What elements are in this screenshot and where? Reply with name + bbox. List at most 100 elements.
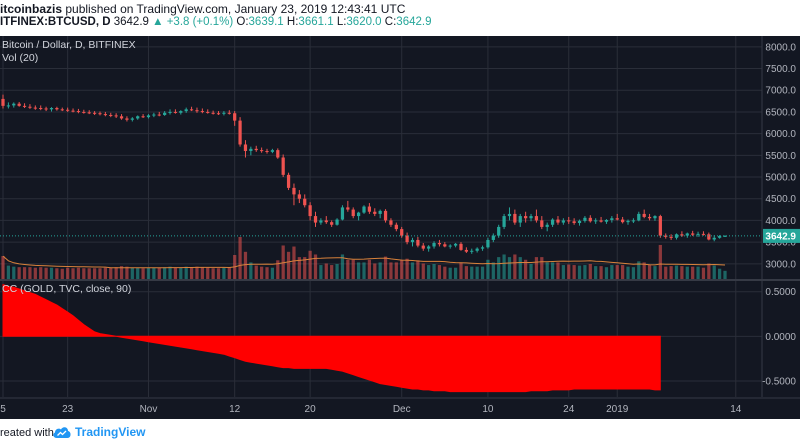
candle-body [394, 224, 398, 230]
volume-bar [400, 259, 404, 279]
volume-bar [550, 262, 555, 279]
volume-bar [394, 262, 398, 279]
candle-body [583, 217, 587, 221]
candle-body [17, 103, 21, 106]
volume-bar [491, 262, 495, 279]
last-price: 3642.9 [113, 16, 149, 28]
volume-bar [28, 267, 32, 279]
candle-body [340, 207, 345, 220]
volume-bar [712, 265, 716, 279]
candle-body [260, 150, 264, 152]
correlation-area [2, 283, 661, 393]
volume-bar [443, 266, 447, 279]
volume-bar [653, 266, 657, 279]
author-name[interactable]: itcoinbazis [0, 2, 63, 16]
candle-body [707, 234, 711, 240]
volume-bar [529, 264, 533, 279]
candle-body [254, 148, 258, 151]
volume-bar [604, 267, 609, 279]
candle-body [540, 220, 544, 227]
volume-bar [486, 259, 490, 279]
volume-bar [583, 265, 587, 279]
candle-body [410, 239, 415, 243]
volume-bar [701, 267, 706, 279]
volume-bar [642, 262, 646, 279]
volume-bar [346, 259, 350, 279]
candle-body [459, 243, 463, 250]
volume-bar [206, 267, 210, 279]
candle-body [427, 246, 431, 249]
symbol-name: ITFINEX:BTCUSD, D [0, 16, 111, 28]
volume-bar [588, 264, 592, 279]
volume-bar [168, 266, 172, 279]
volume-bar [179, 267, 183, 279]
candle-body [39, 108, 43, 110]
candle-body [125, 118, 129, 120]
chart-header: itcoinbazis published on TradingView.com… [0, 0, 800, 36]
candle-body [432, 242, 436, 247]
volume-bar [475, 266, 479, 279]
volume-bar [674, 265, 679, 279]
volume-bar [44, 267, 48, 279]
volume-bar [437, 265, 442, 279]
volume-bar [227, 267, 231, 279]
volume-bar [66, 267, 70, 279]
volume-pane-title: Vol (20) [2, 52, 38, 64]
candle-body [211, 112, 215, 114]
volume-bar [33, 267, 37, 279]
candle-body [464, 249, 468, 252]
candle-body [550, 219, 555, 225]
volume-bar [141, 268, 145, 279]
volume-bar [540, 257, 544, 279]
volume-bar [464, 266, 468, 279]
candle-body [130, 118, 134, 120]
volume-bar [631, 267, 636, 279]
candle-body [356, 212, 361, 217]
candle-body [470, 250, 474, 252]
time-tick-label: Dec [393, 404, 411, 415]
candle-body [103, 114, 107, 116]
volume-bar [453, 267, 458, 279]
candle-body [712, 237, 716, 240]
volume-bar [82, 268, 86, 279]
price-tick-label: 4000.0 [765, 216, 796, 227]
candle-body [292, 187, 296, 195]
tradingview-logo[interactable]: TradingView [52, 424, 145, 440]
last-price-badge [763, 228, 800, 243]
candle-body [647, 216, 652, 219]
candle-body [653, 216, 657, 219]
volume-bar [200, 267, 204, 279]
volume-bar [507, 257, 512, 279]
volume-bar [647, 265, 652, 279]
candle-body [109, 114, 113, 116]
candle-body [723, 235, 727, 237]
open-value: 3639.1 [248, 16, 284, 28]
trading-chart[interactable]: 8000.0 7500.0 7000.0 6500.0 6000.0 5500.0 5000… [0, 36, 800, 419]
time-tick-label: 23 [62, 404, 74, 415]
candle-body [691, 233, 695, 235]
close-value: 3642.9 [396, 16, 432, 28]
cc-pane-title: CC (GOLD, TVC, close, 90) [2, 283, 131, 295]
volume-bar [60, 268, 64, 279]
candle-body [480, 247, 485, 249]
volume-ma-path [2, 255, 726, 269]
volume-bar [119, 266, 124, 279]
candle-body [216, 113, 221, 115]
volume-bar [249, 262, 253, 279]
volume-bar [610, 265, 614, 279]
candle-body [680, 234, 684, 236]
volume-bar [211, 268, 215, 279]
volume-bar [664, 266, 668, 279]
volume-bar [286, 251, 291, 279]
candle-body [206, 111, 210, 113]
candle-body [383, 210, 388, 221]
symbol-quote-line: ITFINEX:BTCUSD, D 3642.9 ▲ +3.8 (+0.1%) … [0, 16, 431, 28]
chart-axes[interactable]: 8000.0 7500.0 7000.0 6500.0 6000.0 5500.0 5000… [0, 42, 800, 415]
volume-bar [572, 265, 576, 279]
candle-body [200, 111, 204, 113]
candle-body [1, 98, 5, 106]
cc-tick-label: -0.5000 [762, 376, 796, 387]
volume-bar [152, 267, 156, 279]
volume-bar [136, 267, 140, 279]
candle-body [71, 110, 75, 112]
